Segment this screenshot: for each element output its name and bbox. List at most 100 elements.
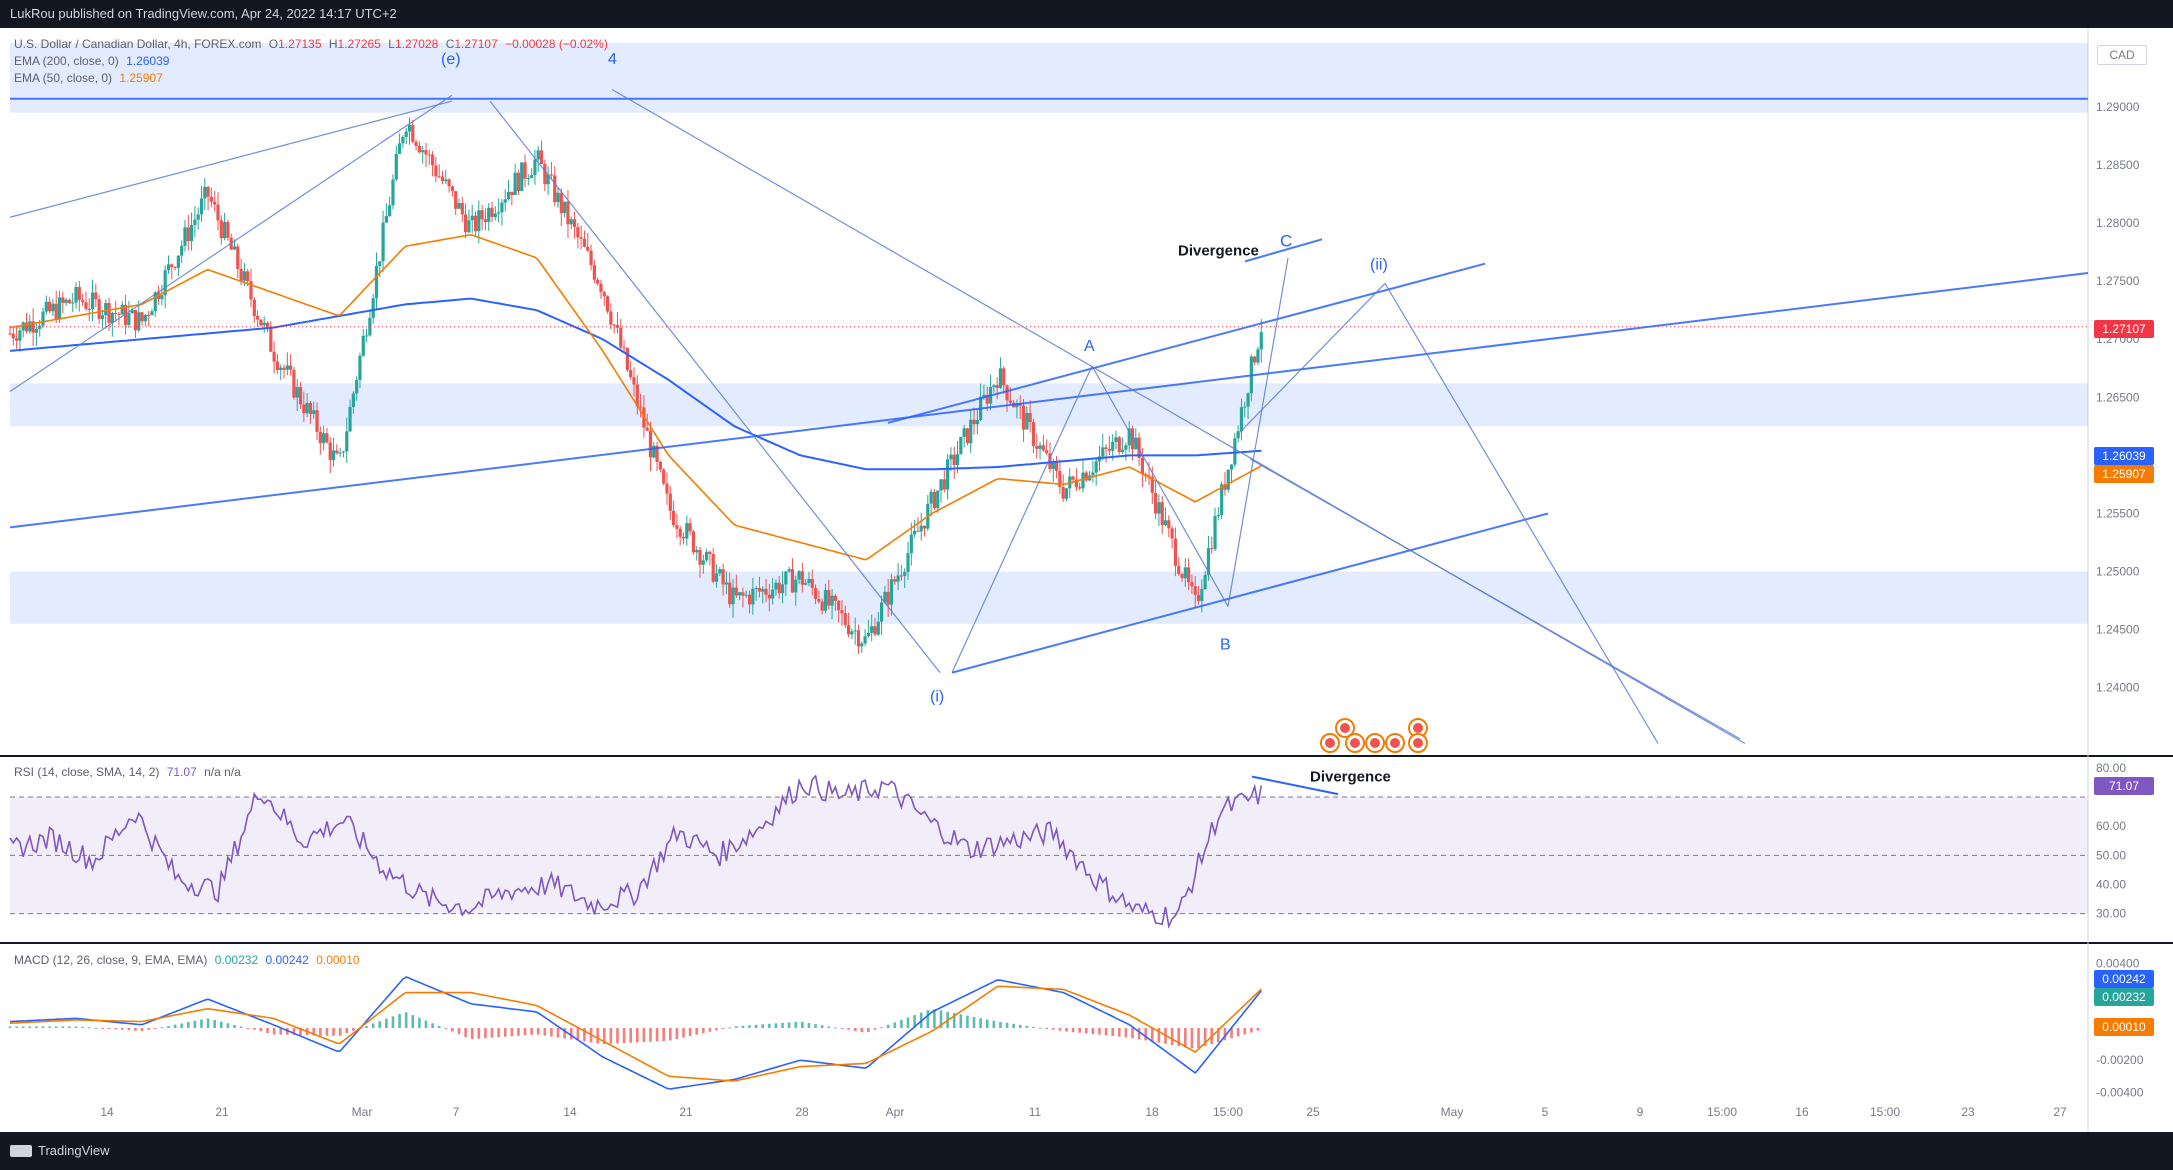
macd-histogram-bar: [1250, 1028, 1253, 1033]
ema200-label[interactable]: EMA (200, close, 0): [14, 54, 119, 68]
main-pane-bg: [0, 28, 2173, 755]
candle-body: [510, 191, 514, 196]
ema50-value: 1.25907: [119, 71, 163, 85]
candle-body: [503, 199, 507, 203]
candle-body: [629, 370, 633, 378]
macd-label[interactable]: MACD (12, 26, close, 9, EMA, EMA): [14, 953, 208, 967]
macd-histogram-bar: [741, 1025, 745, 1028]
macd-tick-label: -0.00400: [2096, 1085, 2144, 1099]
candle-body: [1021, 405, 1026, 430]
candle-body: [602, 292, 606, 297]
candle-body: [1041, 445, 1045, 451]
macd-histogram-bar: [173, 1024, 177, 1028]
candle-body: [1054, 461, 1059, 471]
macd-histogram-bar: [583, 1028, 586, 1042]
wave-b-label: B: [1220, 636, 1231, 653]
macd-histogram-bar: [523, 1028, 527, 1036]
candle-body: [331, 450, 336, 461]
candle-body: [394, 153, 398, 180]
candle-body: [84, 302, 88, 309]
candle-body: [543, 164, 547, 185]
candle-body: [338, 452, 342, 454]
candle-body: [123, 304, 128, 325]
price-tick-label: 1.25000: [2096, 565, 2140, 579]
candle-body: [61, 297, 65, 303]
candle-body: [685, 523, 689, 539]
macd-histogram-bar: [418, 1017, 421, 1028]
ohlc-c: 1.27107: [454, 37, 498, 51]
macd-histogram-bar: [721, 1028, 725, 1029]
candle-body: [1223, 484, 1227, 490]
macd-histogram-bar: [702, 1028, 705, 1034]
macd-histogram-bar: [1223, 1028, 1227, 1041]
candle-body: [252, 299, 256, 316]
candle-body: [1239, 407, 1244, 432]
candle-body: [1002, 368, 1006, 386]
candle-body: [582, 238, 587, 247]
candle-body: [315, 410, 319, 432]
macd-histogram-bar: [134, 1028, 137, 1031]
candle-body: [998, 368, 1003, 388]
candle-body: [718, 569, 722, 574]
macd-histogram-bar: [312, 1028, 316, 1036]
candle-body: [949, 454, 953, 460]
macd-tick-label: -0.00200: [2096, 1053, 2144, 1067]
macd-histogram-bar: [120, 1028, 124, 1030]
price-tick-label: 1.25500: [2096, 506, 2140, 520]
publisher-text: LukRou published on TradingView.com, Apr…: [10, 6, 397, 21]
candle-body: [579, 237, 583, 239]
candle-body: [147, 315, 151, 317]
candle-body: [232, 246, 237, 250]
candle-body: [1144, 474, 1148, 476]
candle-body: [833, 595, 837, 601]
candle-body: [381, 222, 385, 262]
candle-body: [166, 264, 171, 271]
currency-button[interactable]: CAD: [2097, 45, 2147, 65]
candle-body: [110, 312, 114, 323]
candle-body: [1233, 438, 1237, 465]
candle-body: [1025, 412, 1029, 430]
time-axis-label: 5: [1542, 1105, 1549, 1119]
candle-body: [695, 549, 699, 553]
candle-body: [909, 534, 913, 554]
candle-body: [1147, 475, 1151, 477]
rsi-label[interactable]: RSI (14, close, SMA, 14, 2): [14, 765, 160, 779]
macd-histogram-bar: [41, 1026, 45, 1028]
candle-body: [589, 250, 593, 266]
candle-body: [487, 207, 491, 223]
candle-body: [863, 636, 867, 644]
macd-histogram-bar: [900, 1019, 903, 1028]
candle-body: [1167, 520, 1171, 529]
macd-histogram-bar: [180, 1023, 183, 1028]
macd-signal-line: [9, 985, 1262, 1082]
macd-histogram-bar: [801, 1021, 804, 1028]
candle-body: [444, 179, 448, 182]
chart-canvas[interactable]: 1.290001.285001.280001.275001.270001.265…: [0, 28, 2173, 1132]
candle-body: [421, 150, 425, 153]
rsi-tick-label: 40.00: [2096, 878, 2126, 892]
macd-histogram-bar: [748, 1025, 751, 1028]
ema200-value: 1.26039: [126, 54, 170, 68]
candle-body: [952, 454, 956, 466]
macd-histogram-bar: [635, 1028, 639, 1043]
macd-histogram-bar: [576, 1028, 580, 1041]
macd-histogram-bar: [695, 1028, 699, 1035]
macd-histogram-bar: [728, 1027, 732, 1029]
tradingview-logo[interactable]: TradingView: [10, 1132, 110, 1170]
candle-body: [1111, 441, 1115, 451]
candle-body: [430, 154, 435, 166]
macd-histogram-bar: [1151, 1028, 1154, 1042]
candle-body: [497, 212, 501, 214]
macd-histogram-bar: [1091, 1028, 1095, 1035]
candle-body: [632, 377, 636, 385]
candle-body: [345, 431, 349, 452]
candle-body: [985, 394, 989, 404]
candle-body: [932, 491, 937, 509]
candle-body: [549, 174, 554, 176]
ohlc-l: 1.27028: [394, 37, 439, 51]
candle-body: [71, 302, 75, 304]
candle-body: [856, 630, 861, 647]
ema50-label[interactable]: EMA (50, close, 0): [14, 71, 113, 85]
candle-body: [18, 330, 22, 341]
symbol-name[interactable]: U.S. Dollar / Canadian Dollar, 4h, FOREX…: [14, 37, 262, 51]
